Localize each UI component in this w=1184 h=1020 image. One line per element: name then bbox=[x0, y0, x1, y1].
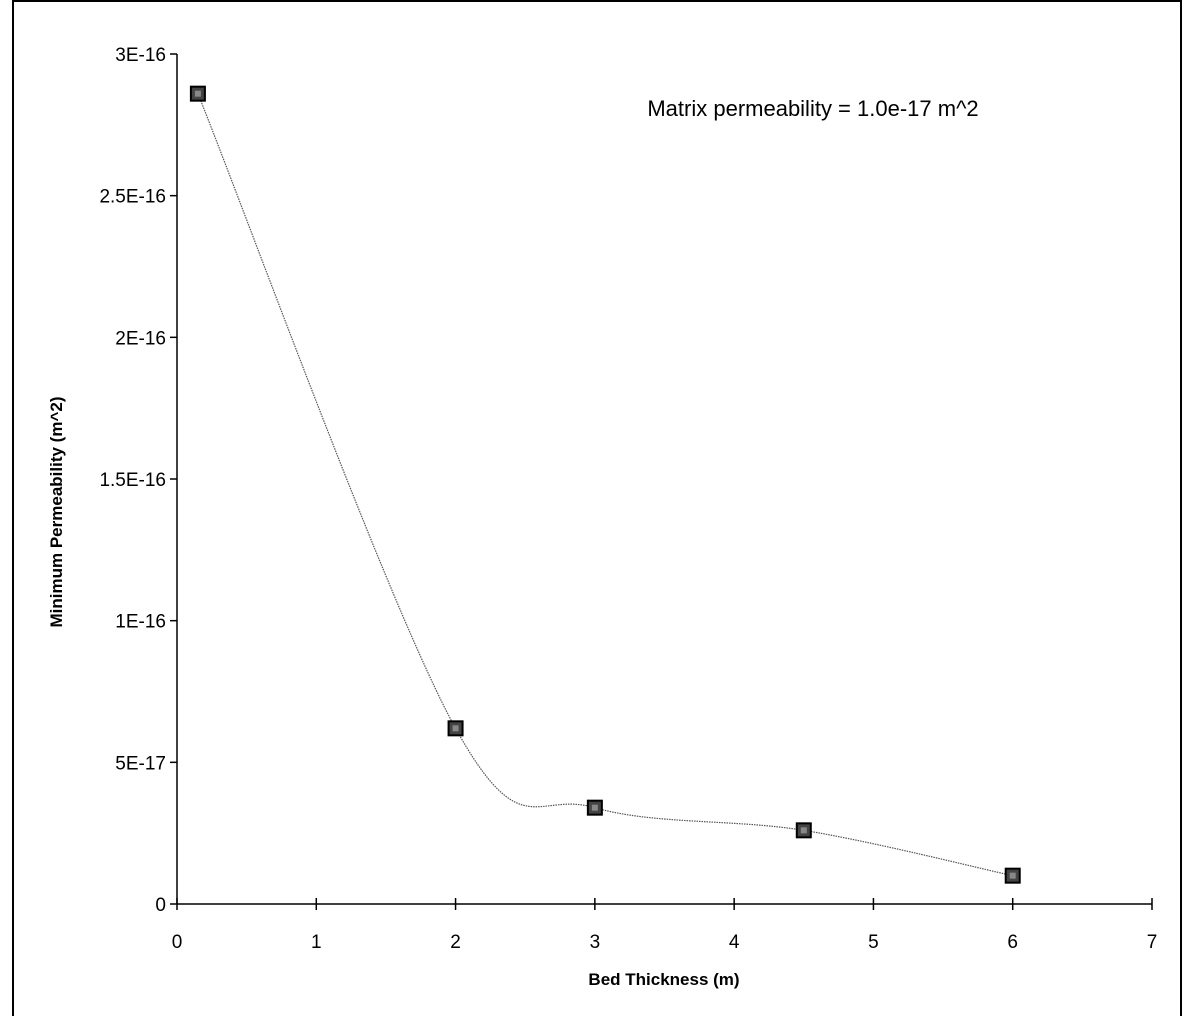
y-tick-label: 1.5E-16 bbox=[99, 470, 166, 491]
chart-frame bbox=[12, 0, 1182, 1016]
data-point bbox=[447, 720, 464, 737]
y-tick-label: 0 bbox=[155, 895, 166, 916]
series-layer bbox=[189, 85, 1021, 884]
data-point-marker-inner bbox=[800, 827, 807, 834]
y-tick-label: 1E-16 bbox=[115, 612, 166, 633]
y-tick-label: 2.5E-16 bbox=[99, 187, 166, 208]
axes: 0 5E-17 1E-16 1.5E-16 2E-16 2.5E-16 3E-16 0 1 2 3 4… bbox=[99, 45, 1157, 953]
annotation-text: Matrix permeability = 1.0e-17 m^2 bbox=[647, 96, 978, 121]
x-tick-label: 5 bbox=[868, 932, 879, 953]
x-tick-label: 0 bbox=[172, 932, 183, 953]
data-point-marker-inner bbox=[591, 804, 598, 811]
x-tick-label: 2 bbox=[450, 932, 461, 953]
x-tick-label: 3 bbox=[590, 932, 601, 953]
x-axis-title: Bed Thickness (m) bbox=[588, 970, 739, 989]
x-tick-label: 7 bbox=[1147, 932, 1158, 953]
y-tick-label: 5E-17 bbox=[115, 753, 166, 774]
data-point-marker-inner bbox=[194, 90, 201, 97]
data-point bbox=[586, 799, 603, 816]
data-point bbox=[189, 85, 206, 102]
y-axis-title: Minimum Permeability (m^2) bbox=[47, 397, 66, 628]
y-tick-label: 2E-16 bbox=[115, 328, 166, 349]
x-tick-label: 6 bbox=[1007, 932, 1018, 953]
data-point bbox=[1004, 867, 1021, 884]
data-point bbox=[795, 822, 812, 839]
series-line bbox=[197, 93, 1013, 877]
x-tick-label: 4 bbox=[729, 932, 740, 953]
x-tick-label: 1 bbox=[311, 932, 322, 953]
data-point-marker-inner bbox=[452, 725, 459, 732]
y-tick-label: 3E-16 bbox=[115, 45, 166, 66]
data-point-marker-inner bbox=[1009, 872, 1016, 879]
